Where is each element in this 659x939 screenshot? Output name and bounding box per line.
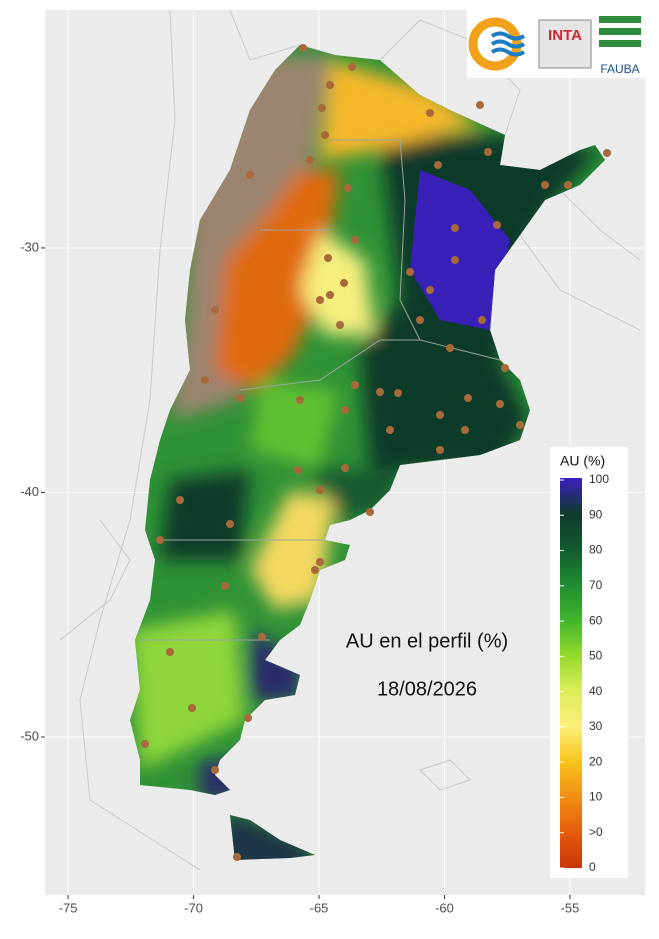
y-tick-label: -30 xyxy=(20,239,39,254)
station xyxy=(244,714,252,722)
station xyxy=(476,101,484,109)
annotation-date: 18/08/2026 xyxy=(377,678,477,700)
station xyxy=(434,161,442,169)
station xyxy=(299,44,307,52)
station xyxy=(321,131,329,139)
station xyxy=(416,316,424,324)
logo-inta-box xyxy=(538,19,592,69)
station xyxy=(451,224,459,232)
station xyxy=(348,63,356,71)
x-tick-label: -65 xyxy=(310,900,329,915)
station xyxy=(326,291,334,299)
station xyxy=(294,466,302,474)
station xyxy=(340,279,348,287)
station xyxy=(341,406,349,414)
legend-label: 90 xyxy=(589,507,603,521)
legend-label: 20 xyxy=(589,754,603,768)
station xyxy=(446,344,454,352)
station xyxy=(406,268,414,276)
x-tick-label: -70 xyxy=(184,900,203,915)
station xyxy=(478,316,486,324)
station xyxy=(326,81,334,89)
legend-label: >0 xyxy=(589,825,603,839)
station xyxy=(344,184,352,192)
station xyxy=(211,766,219,774)
legend-label: 10 xyxy=(589,790,603,804)
station xyxy=(233,853,241,861)
station xyxy=(541,181,549,189)
station xyxy=(426,109,434,117)
legend-label: 0 xyxy=(589,860,596,874)
legend-title: AU (%) xyxy=(560,453,605,469)
station xyxy=(436,446,444,454)
logo-fauba: FAUBA xyxy=(600,62,639,76)
stations xyxy=(141,44,611,861)
annotation-title: AU en el perfil (%) xyxy=(346,630,508,652)
station xyxy=(246,171,254,179)
station xyxy=(336,321,344,329)
station xyxy=(221,582,229,590)
station xyxy=(386,426,394,434)
station xyxy=(493,221,501,229)
station xyxy=(166,648,174,656)
station xyxy=(311,566,319,574)
x-tick-label: -55 xyxy=(561,900,580,915)
x-tick-label: -60 xyxy=(435,900,454,915)
station xyxy=(306,156,314,164)
station xyxy=(351,236,359,244)
station xyxy=(341,464,349,472)
station xyxy=(156,536,164,544)
station xyxy=(501,364,509,372)
station xyxy=(324,254,332,262)
legend-label: 40 xyxy=(589,684,603,698)
colorbar xyxy=(560,478,582,868)
y-tick-label: -50 xyxy=(20,728,39,743)
legend-label: 70 xyxy=(589,578,603,592)
station xyxy=(464,394,472,402)
station xyxy=(436,411,444,419)
station xyxy=(366,508,374,516)
station xyxy=(258,633,266,641)
logo-fauba-mark xyxy=(599,16,641,47)
station xyxy=(141,740,149,748)
legend-label: 100 xyxy=(589,472,609,486)
station xyxy=(211,306,219,314)
legend-label: 50 xyxy=(589,649,603,663)
station xyxy=(426,286,434,294)
station xyxy=(188,704,196,712)
logo-1 xyxy=(468,17,526,71)
station xyxy=(603,149,611,157)
legend-label: 30 xyxy=(589,719,603,733)
station xyxy=(176,496,184,504)
station xyxy=(451,256,459,264)
station xyxy=(318,104,326,112)
station xyxy=(316,486,324,494)
station xyxy=(296,396,304,404)
station xyxy=(394,389,402,397)
station xyxy=(516,421,524,429)
station xyxy=(316,558,324,566)
station xyxy=(226,520,234,528)
station xyxy=(316,296,324,304)
station xyxy=(376,388,384,396)
y-tick-label: -40 xyxy=(20,484,39,499)
x-tick-label: -75 xyxy=(59,900,78,915)
legend-label: 80 xyxy=(589,543,603,557)
station xyxy=(461,426,469,434)
station xyxy=(564,181,572,189)
station xyxy=(484,148,492,156)
legend-label: 60 xyxy=(589,613,603,627)
station xyxy=(351,381,359,389)
logo-inta: INTA xyxy=(548,27,582,44)
station xyxy=(201,376,209,384)
station xyxy=(496,400,504,408)
station xyxy=(236,394,244,402)
